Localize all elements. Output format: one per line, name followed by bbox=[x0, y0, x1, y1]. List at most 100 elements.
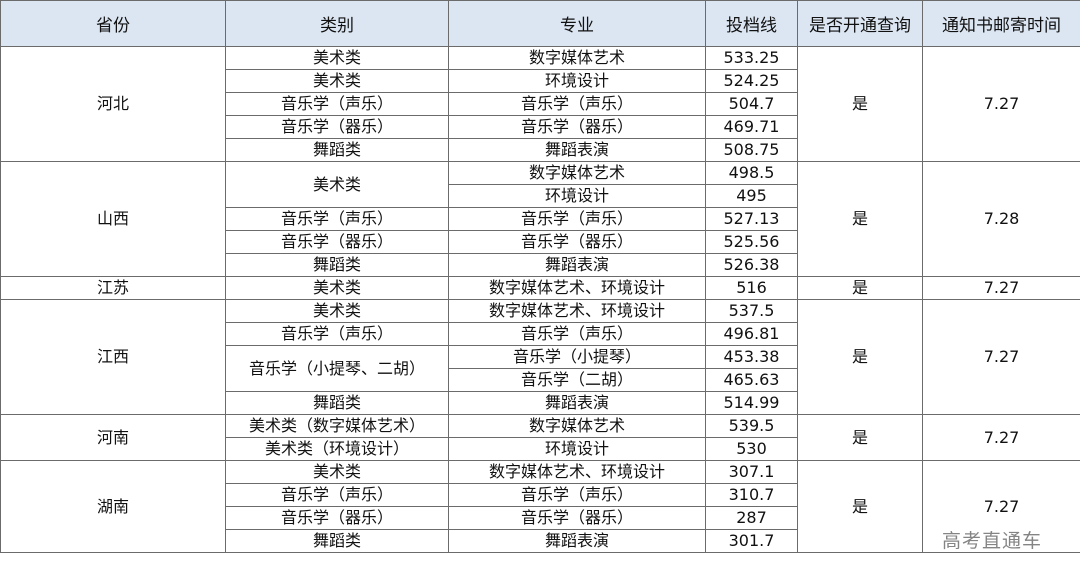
admission-score-table: 省份 类别 专业 投档线 是否开通查询 通知书邮寄时间 河北 美术类 数字媒体艺术 5… bbox=[0, 0, 1080, 553]
category-cell: 音乐学（小提琴、二胡） bbox=[225, 345, 449, 392]
major-cell: 数字媒体艺术 bbox=[448, 46, 706, 70]
table-row: 舞蹈类 舞蹈表演 508.75 bbox=[1, 138, 1080, 162]
table-row: 音乐学（小提琴、二胡） 音乐学（小提琴） 453.38 bbox=[1, 345, 1080, 392]
score-cell: 527.13 bbox=[705, 207, 798, 231]
score-cell: 524.25 bbox=[705, 69, 798, 93]
table-row: 河南 美术类（数字媒体艺术） 数字媒体艺术 539.5 是 7.27 bbox=[0, 414, 1080, 461]
score-cell: 307.1 bbox=[705, 460, 798, 484]
table-row: 舞蹈类 舞蹈表演 514.99 bbox=[1, 391, 1080, 415]
major-cell: 舞蹈表演 bbox=[448, 529, 706, 553]
table-row: 音乐学（二胡） 465.63 bbox=[1, 368, 1080, 392]
major-cell: 环境设计 bbox=[448, 69, 706, 93]
query-cell: 是 bbox=[797, 460, 923, 553]
major-cell: 数字媒体艺术 bbox=[448, 161, 706, 185]
major-cell: 环境设计 bbox=[448, 184, 706, 208]
score-cell: 525.56 bbox=[705, 230, 798, 254]
major-cell: 数字媒体艺术、环境设计 bbox=[448, 299, 706, 323]
category-cell: 舞蹈类 bbox=[225, 391, 449, 415]
category-cell: 美术类 bbox=[225, 161, 449, 208]
category-cell: 舞蹈类 bbox=[225, 529, 449, 553]
mail-date-cell: 7.28 bbox=[922, 161, 1080, 277]
score-cell: 539.5 bbox=[705, 414, 798, 438]
category-cell: 美术类 bbox=[225, 460, 449, 484]
major-cell: 舞蹈表演 bbox=[448, 391, 706, 415]
header-province: 省份 bbox=[0, 0, 226, 47]
table-row: 音乐学（声乐） 音乐学（声乐） 496.81 bbox=[1, 322, 1080, 346]
score-cell: 495 bbox=[705, 184, 798, 208]
table-row: 环境设计 495 bbox=[1, 184, 1080, 208]
category-cell: 音乐学（器乐） bbox=[225, 506, 449, 530]
score-cell: 453.38 bbox=[705, 345, 798, 369]
score-cell: 498.5 bbox=[705, 161, 798, 185]
category-cell: 音乐学（声乐） bbox=[225, 207, 449, 231]
major-cell: 数字媒体艺术 bbox=[448, 414, 706, 438]
province-cell: 山西 bbox=[0, 161, 226, 277]
province-cell: 河北 bbox=[0, 46, 226, 162]
category-cell: 音乐学（声乐） bbox=[225, 483, 449, 507]
score-cell: 504.7 bbox=[705, 92, 798, 116]
score-cell: 533.25 bbox=[705, 46, 798, 70]
query-cell: 是 bbox=[797, 46, 923, 162]
table-row: 湖南 美术类 数字媒体艺术、环境设计 307.1 是 7.27 bbox=[0, 460, 1080, 553]
category-cell: 美术类（环境设计） bbox=[225, 437, 449, 461]
query-cell: 是 bbox=[797, 161, 923, 277]
category-cell: 音乐学（器乐） bbox=[225, 115, 449, 139]
mail-date-cell: 7.27 bbox=[922, 460, 1080, 553]
category-cell: 美术类 bbox=[225, 299, 449, 323]
score-cell: 514.99 bbox=[705, 391, 798, 415]
score-cell: 469.71 bbox=[705, 115, 798, 139]
table-row: 江苏 美术类 数字媒体艺术、环境设计 516 是 7.27 bbox=[0, 276, 1080, 300]
major-cell: 音乐学（声乐） bbox=[448, 207, 706, 231]
table-row: 舞蹈类 舞蹈表演 301.7 bbox=[1, 529, 1080, 553]
query-cell: 是 bbox=[797, 414, 923, 461]
major-cell: 音乐学（小提琴） bbox=[448, 345, 706, 369]
major-cell: 音乐学（二胡） bbox=[448, 368, 706, 392]
major-cell: 舞蹈表演 bbox=[448, 253, 706, 277]
major-cell: 音乐学（器乐） bbox=[448, 230, 706, 254]
table-row: 山西 美术类 数字媒体艺术 498.5 是 7.28 bbox=[0, 161, 1080, 277]
category-cell: 美术类 bbox=[225, 69, 449, 93]
major-cell: 音乐学（器乐） bbox=[448, 115, 706, 139]
header-major: 专业 bbox=[448, 0, 706, 47]
score-cell: 526.38 bbox=[705, 253, 798, 277]
score-cell: 530 bbox=[705, 437, 798, 461]
query-cell: 是 bbox=[797, 276, 923, 300]
mail-date-cell: 7.27 bbox=[922, 414, 1080, 461]
header-row: 省份 类别 专业 投档线 是否开通查询 通知书邮寄时间 bbox=[0, 0, 1080, 47]
header-query: 是否开通查询 bbox=[797, 0, 923, 47]
score-cell: 310.7 bbox=[705, 483, 798, 507]
category-cell: 舞蹈类 bbox=[225, 253, 449, 277]
table-row: 音乐学（声乐） 音乐学（声乐） 527.13 bbox=[1, 207, 1080, 231]
table-row: 河北 美术类 数字媒体艺术 533.25 是 7.27 bbox=[0, 46, 1080, 162]
category-cell: 舞蹈类 bbox=[225, 138, 449, 162]
category-cell: 音乐学（声乐） bbox=[225, 322, 449, 346]
header-category: 类别 bbox=[225, 0, 449, 47]
province-cell: 江西 bbox=[0, 299, 226, 415]
major-cell: 音乐学（声乐） bbox=[448, 483, 706, 507]
score-cell: 516 bbox=[705, 276, 798, 300]
query-cell: 是 bbox=[797, 299, 923, 415]
table-row: 美术类 环境设计 524.25 bbox=[1, 69, 1080, 93]
category-cell: 音乐学（器乐） bbox=[225, 230, 449, 254]
score-cell: 508.75 bbox=[705, 138, 798, 162]
score-cell: 537.5 bbox=[705, 299, 798, 323]
header-mail-date: 通知书邮寄时间 bbox=[922, 0, 1080, 47]
major-cell: 环境设计 bbox=[448, 437, 706, 461]
category-cell: 美术类（数字媒体艺术） bbox=[225, 414, 449, 438]
major-cell: 音乐学（声乐） bbox=[448, 322, 706, 346]
major-cell: 音乐学（声乐） bbox=[448, 92, 706, 116]
mail-date-cell: 7.27 bbox=[922, 276, 1080, 300]
table-row: 音乐学（声乐） 音乐学（声乐） 504.7 bbox=[1, 92, 1080, 116]
watermark: 高考直通车 bbox=[942, 530, 1043, 552]
mail-date-cell: 7.27 bbox=[922, 46, 1080, 162]
table-row: 音乐学（器乐） 音乐学（器乐） 469.71 bbox=[1, 115, 1080, 139]
major-cell: 数字媒体艺术、环境设计 bbox=[448, 460, 706, 484]
province-cell: 湖南 bbox=[0, 460, 226, 553]
province-cell: 江苏 bbox=[0, 276, 226, 300]
table-row: 音乐学（声乐） 音乐学（声乐） 310.7 bbox=[1, 483, 1080, 507]
category-cell: 美术类 bbox=[225, 46, 449, 70]
major-cell: 舞蹈表演 bbox=[448, 138, 706, 162]
mail-date-cell: 7.27 bbox=[922, 299, 1080, 415]
major-cell: 数字媒体艺术、环境设计 bbox=[448, 276, 706, 300]
major-cell: 音乐学（器乐） bbox=[448, 506, 706, 530]
